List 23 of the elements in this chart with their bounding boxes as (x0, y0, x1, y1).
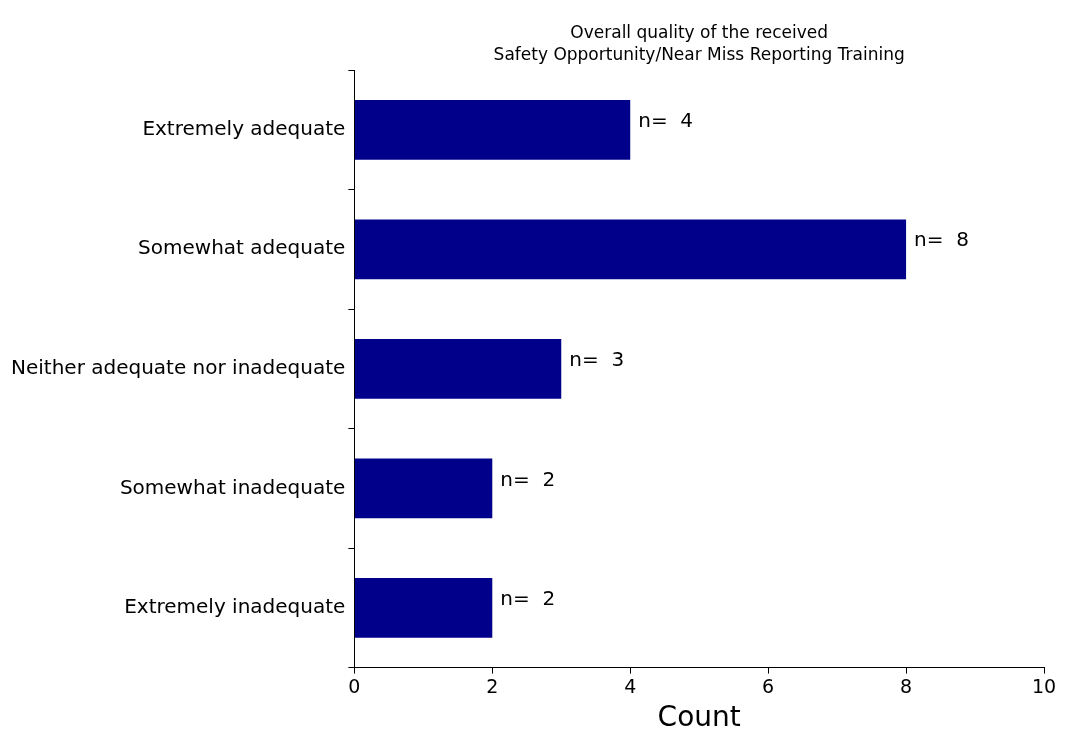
bar (354, 577, 493, 638)
x-tick-label: 2 (486, 674, 499, 697)
chart-title: Overall quality of the received Safety Opportunity/Near Miss Reporting Training (493, 21, 905, 64)
x-tick-label: 0 (348, 674, 361, 697)
y-tick-label: Somewhat inadequate (119, 474, 346, 499)
x-axis-title: Count (657, 700, 741, 734)
bar (354, 338, 562, 399)
bar (354, 458, 493, 519)
x-tick-label: 4 (624, 674, 637, 697)
data-label: n= 2 (500, 466, 556, 491)
data-label: n= 8 (914, 227, 969, 252)
x-tick-label: 8 (900, 674, 913, 697)
data-label: n= 4 (638, 107, 694, 132)
y-tick-label: Somewhat adequate (138, 235, 346, 260)
y-tick-label: Extremely inadequate (124, 594, 346, 619)
y-tick-label: Extremely adequate (142, 115, 346, 140)
x-tick-label: 10 (1031, 674, 1057, 697)
y-tick-label: Neither adequate nor inadequate (10, 355, 346, 379)
bar (354, 219, 907, 280)
bar (354, 99, 631, 160)
data-label: n= 3 (569, 347, 625, 371)
data-label: n= 2 (500, 586, 556, 611)
x-tick-label: 6 (762, 674, 775, 697)
